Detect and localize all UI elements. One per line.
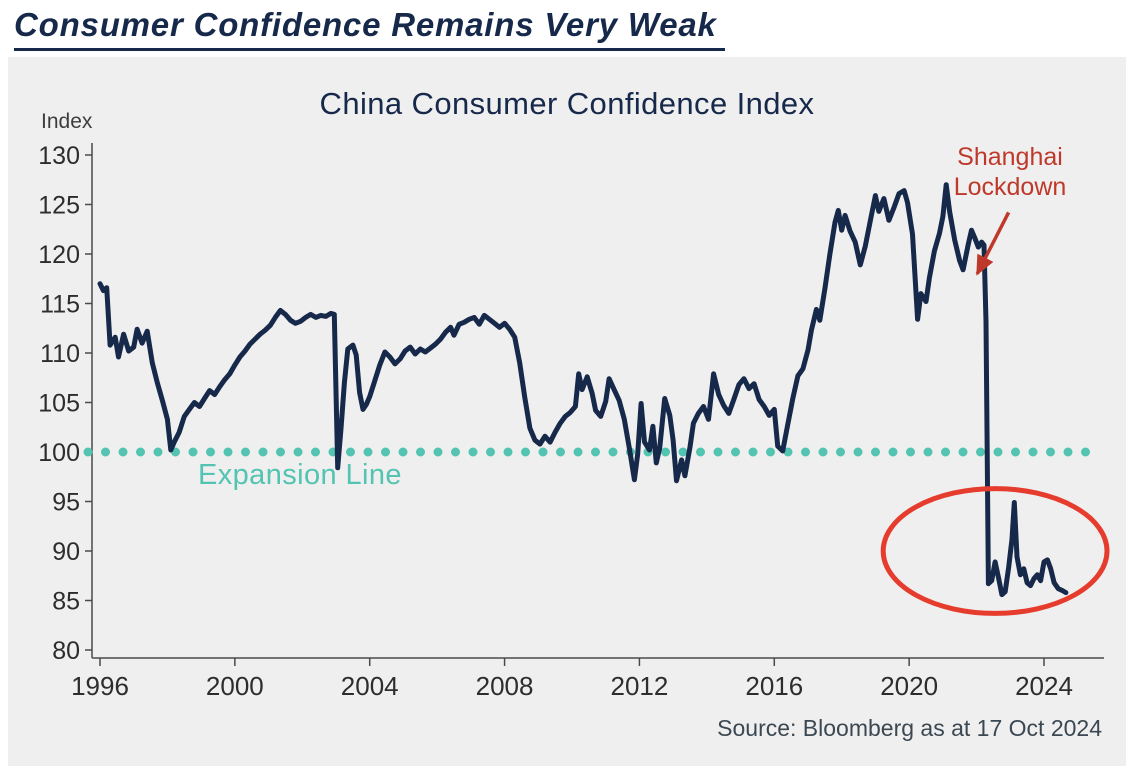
y-tick-label: 105 (38, 390, 80, 418)
page-title: Consumer Confidence Remains Very Weak (14, 6, 725, 51)
x-tick-label: 2004 (341, 671, 399, 701)
x-tick-label: 1996 (71, 671, 129, 701)
chart-panel: 130 125 120 115 110 105 100 95 90 85 80 1996 2000 200… (8, 57, 1126, 766)
y-tick-label: 110 (40, 340, 80, 368)
x-tick-label: 2008 (476, 671, 534, 701)
shanghai-lockdown-arrow (975, 211, 1011, 276)
y-tick-label: 100 (38, 439, 80, 467)
confidence-index-line (97, 182, 1069, 598)
y-tick-label: 115 (40, 291, 80, 319)
y-axis-unit-label: Index (41, 110, 93, 133)
y-tick-label: 80 (52, 637, 80, 665)
y-tick-label: 85 (52, 588, 80, 616)
chart-title: China Consumer Confidence Index (319, 86, 815, 121)
y-tick-label: 90 (52, 538, 80, 566)
source-caption: Source: Bloomberg as at 17 Oct 2024 (717, 715, 1102, 741)
x-tick-label: 2024 (1015, 671, 1073, 701)
x-tick-label: 2000 (206, 671, 264, 701)
x-tick-label: 2012 (611, 671, 669, 701)
expansion-dotted-line (83, 447, 1090, 457)
weak-period-circle-annotation (880, 486, 1110, 616)
y-tick-label: 130 (38, 142, 80, 170)
shanghai-lockdown-annotation: Shanghai Lockdown (953, 143, 1067, 201)
y-tick-label: 125 (38, 192, 80, 220)
expansion-line-label: Expansion Line (198, 459, 402, 491)
x-tick-label: 2020 (880, 671, 938, 701)
y-tick-label: 120 (38, 241, 80, 269)
y-tick-label: 95 (52, 489, 80, 517)
x-tick-label: 2016 (745, 671, 803, 701)
chart-canvas: 130 125 120 115 110 105 100 95 90 85 80 1996 2000 200… (38, 142, 1110, 701)
